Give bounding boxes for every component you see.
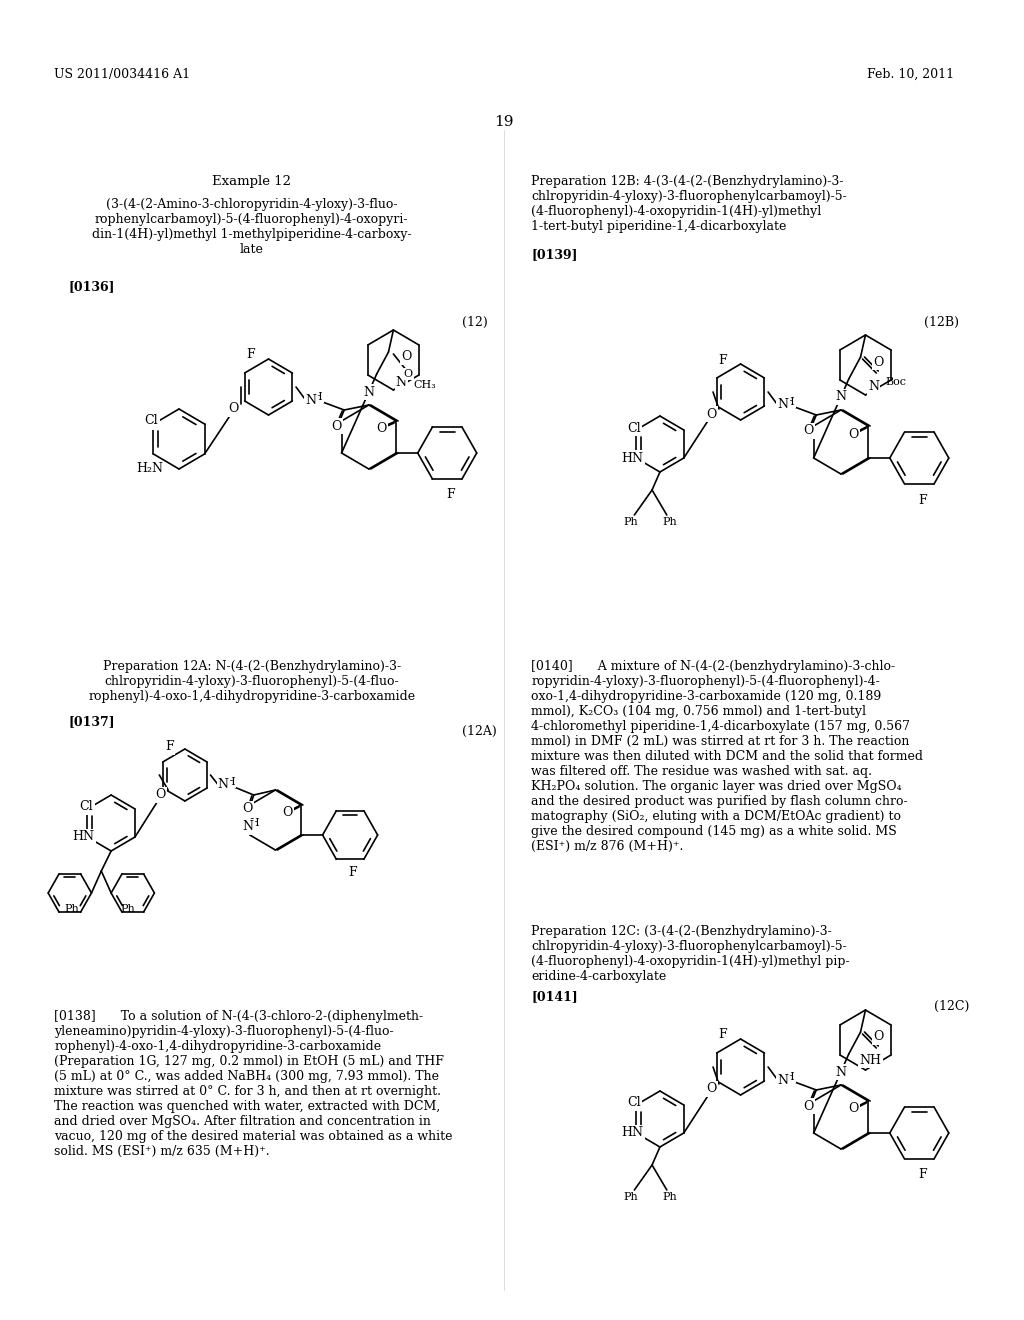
Text: O: O (155, 788, 166, 801)
Text: N: N (82, 804, 92, 814)
Text: O: O (873, 355, 884, 368)
Text: (12C): (12C) (934, 1001, 970, 1012)
Text: N: N (631, 1100, 641, 1110)
Text: O: O (848, 428, 858, 441)
Text: [0141]: [0141] (531, 990, 578, 1003)
Text: CH₃: CH₃ (413, 380, 436, 389)
Text: N: N (218, 779, 228, 792)
Text: [0137]: [0137] (69, 715, 116, 729)
Text: O: O (331, 420, 342, 433)
Text: (12A): (12A) (462, 725, 497, 738)
Text: [0140]  A mixture of N-(4-(2-(benzhydrylamino)-3-chlo-
ropyridin-4-yloxy)-3-fluo: [0140] A mixture of N-(4-(2-(benzhydryla… (531, 660, 923, 853)
Text: Preparation 12C: (3-(4-(2-(Benzhydrylamino)-3-
chlropyridin-4-yloxy)-3-fluorophe: Preparation 12C: (3-(4-(2-(Benzhydrylami… (531, 925, 850, 983)
Text: N: N (836, 391, 847, 404)
Text: [0138]  To a solution of N-(4-(3-chloro-2-(diphenylmeth-
yleneamino)pyridin-4-yl: [0138] To a solution of N-(4-(3-chloro-2… (54, 1010, 453, 1158)
Text: O: O (401, 351, 412, 363)
Text: Cl: Cl (628, 1097, 641, 1110)
Text: O: O (848, 1102, 858, 1115)
Text: H: H (784, 397, 795, 407)
Text: H: H (312, 392, 323, 403)
Text: Ph: Ph (65, 904, 79, 913)
Text: Feb. 10, 2011: Feb. 10, 2011 (867, 69, 954, 81)
Text: F: F (719, 1028, 727, 1041)
Text: Cl: Cl (628, 421, 641, 434)
Text: N: N (243, 821, 253, 833)
Text: Preparation 12B: 4-(3-(4-(2-(Benzhydrylamino)-3-
chlropyridin-4-yloxy)-3-fluorop: Preparation 12B: 4-(3-(4-(2-(Benzhydryla… (531, 176, 847, 234)
Text: N: N (836, 1065, 847, 1078)
Text: N: N (148, 418, 159, 429)
Text: (12): (12) (462, 315, 488, 329)
Text: Ph: Ph (121, 904, 135, 913)
Text: F: F (165, 741, 173, 754)
Text: O: O (376, 422, 386, 436)
Text: H: H (225, 777, 236, 787)
Text: Ph: Ph (663, 517, 677, 527)
Text: O: O (706, 408, 716, 421)
Text: N: N (777, 399, 788, 412)
Text: O: O (282, 805, 292, 818)
Text: N: N (631, 425, 641, 436)
Text: F: F (918, 494, 927, 507)
Text: N: N (305, 393, 316, 407)
Text: Cl: Cl (144, 414, 159, 428)
Text: HN: HN (622, 451, 643, 465)
Text: (12B): (12B) (925, 315, 959, 329)
Text: H₂N: H₂N (136, 462, 163, 475)
Text: F: F (719, 354, 727, 367)
Text: Ph: Ph (623, 1192, 638, 1203)
Text: Boc: Boc (885, 378, 906, 387)
Text: O: O (706, 1082, 716, 1096)
Text: N: N (777, 1073, 788, 1086)
Text: Preparation 12A: N-(4-(2-(Benzhydrylamino)-3-
chlropyridin-4-yloxy)-3-fluorophen: Preparation 12A: N-(4-(2-(Benzhydrylamin… (88, 660, 416, 704)
Text: US 2011/0034416 A1: US 2011/0034416 A1 (54, 69, 190, 81)
Text: (3-(4-(2-Amino-3-chloropyridin-4-yloxy)-3-fluo-
rophenylcarbamoyl)-5-(4-fluoroph: (3-(4-(2-Amino-3-chloropyridin-4-yloxy)-… (92, 198, 412, 256)
Text: Example 12: Example 12 (212, 176, 291, 187)
Text: HN: HN (73, 830, 94, 843)
Text: N: N (868, 380, 879, 393)
Text: Ph: Ph (663, 1192, 677, 1203)
Text: Ph: Ph (623, 517, 638, 527)
Text: [0139]: [0139] (531, 248, 578, 261)
Text: N: N (364, 385, 375, 399)
Text: F: F (247, 348, 255, 362)
Text: [0136]: [0136] (69, 280, 116, 293)
Text: O: O (403, 370, 413, 379)
Text: H: H (250, 818, 260, 828)
Text: O: O (803, 1100, 814, 1113)
Text: O: O (243, 803, 253, 816)
Text: O: O (873, 1031, 884, 1044)
Text: HN: HN (622, 1126, 643, 1139)
Text: O: O (803, 425, 814, 437)
Text: F: F (445, 488, 455, 502)
Text: O: O (228, 403, 239, 416)
Text: F: F (349, 866, 357, 879)
Text: F: F (918, 1168, 927, 1181)
Text: N: N (395, 375, 407, 388)
Text: NH: NH (859, 1053, 882, 1067)
Text: 19: 19 (494, 115, 513, 129)
Text: H: H (784, 1072, 795, 1082)
Text: Cl: Cl (80, 800, 93, 813)
